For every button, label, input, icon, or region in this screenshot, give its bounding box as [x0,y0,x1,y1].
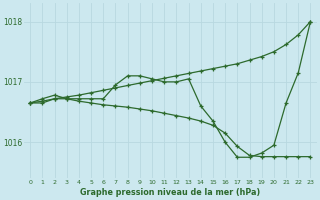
X-axis label: Graphe pression niveau de la mer (hPa): Graphe pression niveau de la mer (hPa) [80,188,260,197]
